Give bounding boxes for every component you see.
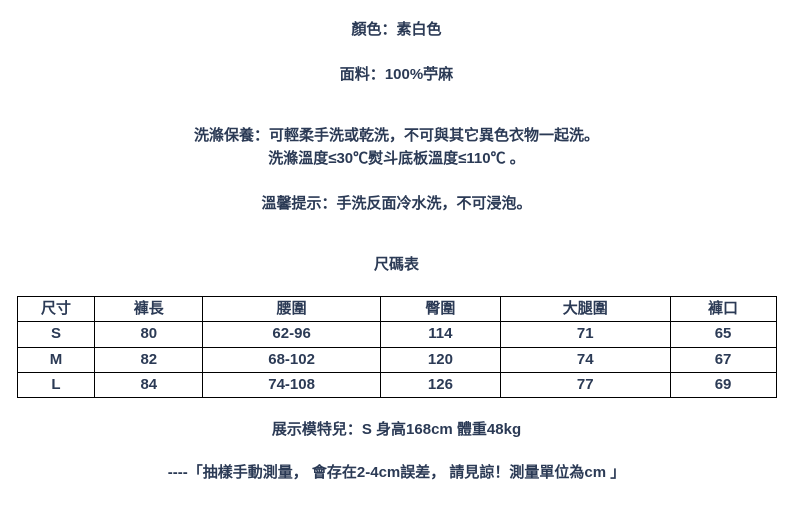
cell: 120 [380,347,500,372]
tip-line: 溫馨提示：手洗反面冷水洗，不可浸泡。 [0,192,793,213]
measurement-note: ----「抽樣手動測量， 會存在2-4cm誤差， 請見諒！測量單位為cm 」 [0,461,793,482]
cell: 114 [380,322,500,347]
care-line-1: 洗滌保養：可輕柔手洗或乾洗，不可與其它異色衣物一起洗。 [0,124,793,145]
cell: 80 [95,322,203,347]
th-waist: 腰圍 [203,297,381,322]
footer-notes: 展示模特兒：S 身高168cm 體重48kg ----「抽樣手動測量， 會存在2… [0,418,793,482]
cell: 69 [670,372,776,397]
color-line: 顏色：素白色 [0,18,793,39]
table-header-row: 尺寸 褲長 腰圍 臀圍 大腿圍 褲口 [17,297,776,322]
table-row: L 84 74-108 126 77 69 [17,372,776,397]
tip-value: 手洗反面冷水洗，不可浸泡。 [337,195,532,212]
cell: 84 [95,372,203,397]
cell: 65 [670,322,776,347]
care-line-2: 洗滌溫度≤30℃熨斗底板溫度≤110℃ 。 [0,147,793,168]
cell: 74 [500,347,670,372]
cell: L [17,372,95,397]
fabric-label: 面料： [340,66,385,83]
th-thigh: 大腿圍 [500,297,670,322]
cell: 82 [95,347,203,372]
cell: 74-108 [203,372,381,397]
cell: 62-96 [203,322,381,347]
cell: 77 [500,372,670,397]
size-chart-title: 尺碼表 [0,253,793,274]
th-length: 褲長 [95,297,203,322]
cell: 67 [670,347,776,372]
cell: M [17,347,95,372]
cell: 71 [500,322,670,347]
care-label: 洗滌保養： [194,127,269,144]
fabric-value: 100%苧麻 [385,66,453,83]
th-size: 尺寸 [17,297,95,322]
product-info: 顏色：素白色 面料：100%苧麻 洗滌保養：可輕柔手洗或乾洗，不可與其它異色衣物… [0,18,793,274]
cell: 126 [380,372,500,397]
table-row: M 82 68-102 120 74 67 [17,347,776,372]
cell: 68-102 [203,347,381,372]
model-note: 展示模特兒：S 身高168cm 體重48kg [0,418,793,439]
care-text-1: 可輕柔手洗或乾洗，不可與其它異色衣物一起洗。 [269,127,599,144]
tip-label: 溫馨提示： [261,195,336,212]
table-row: S 80 62-96 114 71 65 [17,322,776,347]
fabric-line: 面料：100%苧麻 [0,63,793,84]
cell: S [17,322,95,347]
size-chart-table: 尺寸 褲長 腰圍 臀圍 大腿圍 褲口 S 80 62-96 114 71 65 … [17,296,777,398]
th-hip: 臀圍 [380,297,500,322]
color-label: 顏色： [351,21,396,38]
color-value: 素白色 [397,21,442,38]
th-hem: 褲口 [670,297,776,322]
